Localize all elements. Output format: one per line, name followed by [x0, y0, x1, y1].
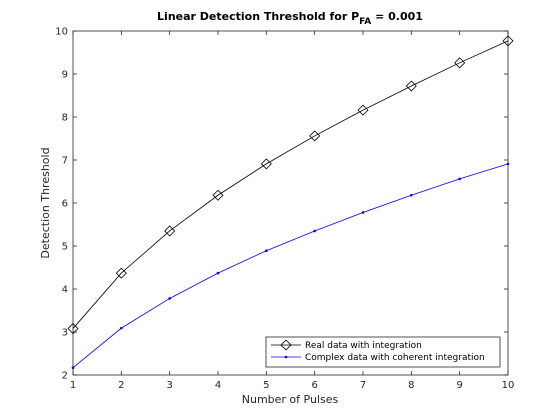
- x-tick-label: 9: [456, 380, 462, 391]
- series-layer: [67, 35, 514, 369]
- data-point-series-1: [67, 323, 79, 335]
- x-tick-label: 7: [360, 380, 366, 391]
- legend-marker-real: [280, 339, 292, 351]
- data-point-series-2: [216, 271, 220, 275]
- x-axis: 1 2 3 4 5 6 7 8 9 10: [70, 31, 515, 391]
- data-point-series-2: [313, 229, 316, 233]
- series-line-1: [72, 40, 509, 329]
- x-tick-label: 4: [215, 380, 221, 391]
- data-point-series-2: [168, 297, 171, 300]
- data-point-series-2: [410, 193, 413, 197]
- y-tick-label: 10: [55, 27, 68, 38]
- chart-title: Linear Detection Threshold for PFA = 0.0…: [157, 10, 423, 27]
- data-point-series-1: [357, 104, 369, 116]
- chart-title-suffix: = 0.001: [371, 10, 423, 23]
- data-point-series-1: [260, 158, 272, 170]
- data-point-series-1: [405, 80, 417, 92]
- x-tick-label: 6: [311, 380, 317, 391]
- data-point-series-2: [120, 326, 123, 330]
- y-tick-label: 4: [62, 285, 68, 296]
- chart-title-main: Linear Detection Threshold for P: [157, 10, 359, 23]
- data-point-series-1: [212, 189, 224, 201]
- data-point-series-1: [502, 35, 514, 47]
- y-axis: 2 3 4 5 6 7 8 9 10: [55, 27, 508, 382]
- x-tick-label: 3: [166, 380, 172, 391]
- x-tick-label: 10: [502, 380, 515, 391]
- legend-label-complex: Complex data with coherent integration: [305, 353, 485, 363]
- data-point-series-1: [454, 57, 466, 69]
- legend-box: [265, 336, 501, 368]
- x-tick-label: 5: [263, 380, 269, 391]
- y-tick-label: 3: [62, 328, 68, 339]
- chart-title-subscript: FA: [359, 17, 371, 27]
- data-point-series-1: [309, 130, 321, 142]
- x-tick-label: 2: [118, 380, 124, 391]
- x-tick-label: 1: [70, 380, 76, 391]
- y-tick-label: 7: [62, 156, 68, 167]
- data-point-series-2: [265, 249, 268, 253]
- legend: Real data with integration Complex data …: [265, 336, 501, 368]
- y-tick-label: 2: [62, 371, 68, 382]
- data-point-series-1: [164, 225, 176, 237]
- plot-area: [72, 30, 509, 376]
- x-tick-label: 8: [408, 380, 414, 391]
- legend-marker-complex: [284, 355, 288, 359]
- y-tick-label: 5: [62, 242, 68, 253]
- series-line-2: [72, 163, 509, 368]
- data-point-series-2: [361, 211, 365, 214]
- y-tick-label: 6: [62, 199, 68, 210]
- y-axis-label: Detection Threshold: [39, 147, 52, 258]
- data-point-series-2: [71, 366, 75, 369]
- data-point-series-2: [506, 162, 510, 166]
- data-point-series-1: [115, 267, 127, 279]
- data-point-series-2: [458, 177, 461, 181]
- legend-label-real: Real data with integration: [305, 341, 422, 351]
- y-tick-label: 9: [62, 70, 68, 81]
- y-tick-label: 8: [62, 113, 68, 124]
- x-axis-label: Number of Pulses: [242, 393, 339, 406]
